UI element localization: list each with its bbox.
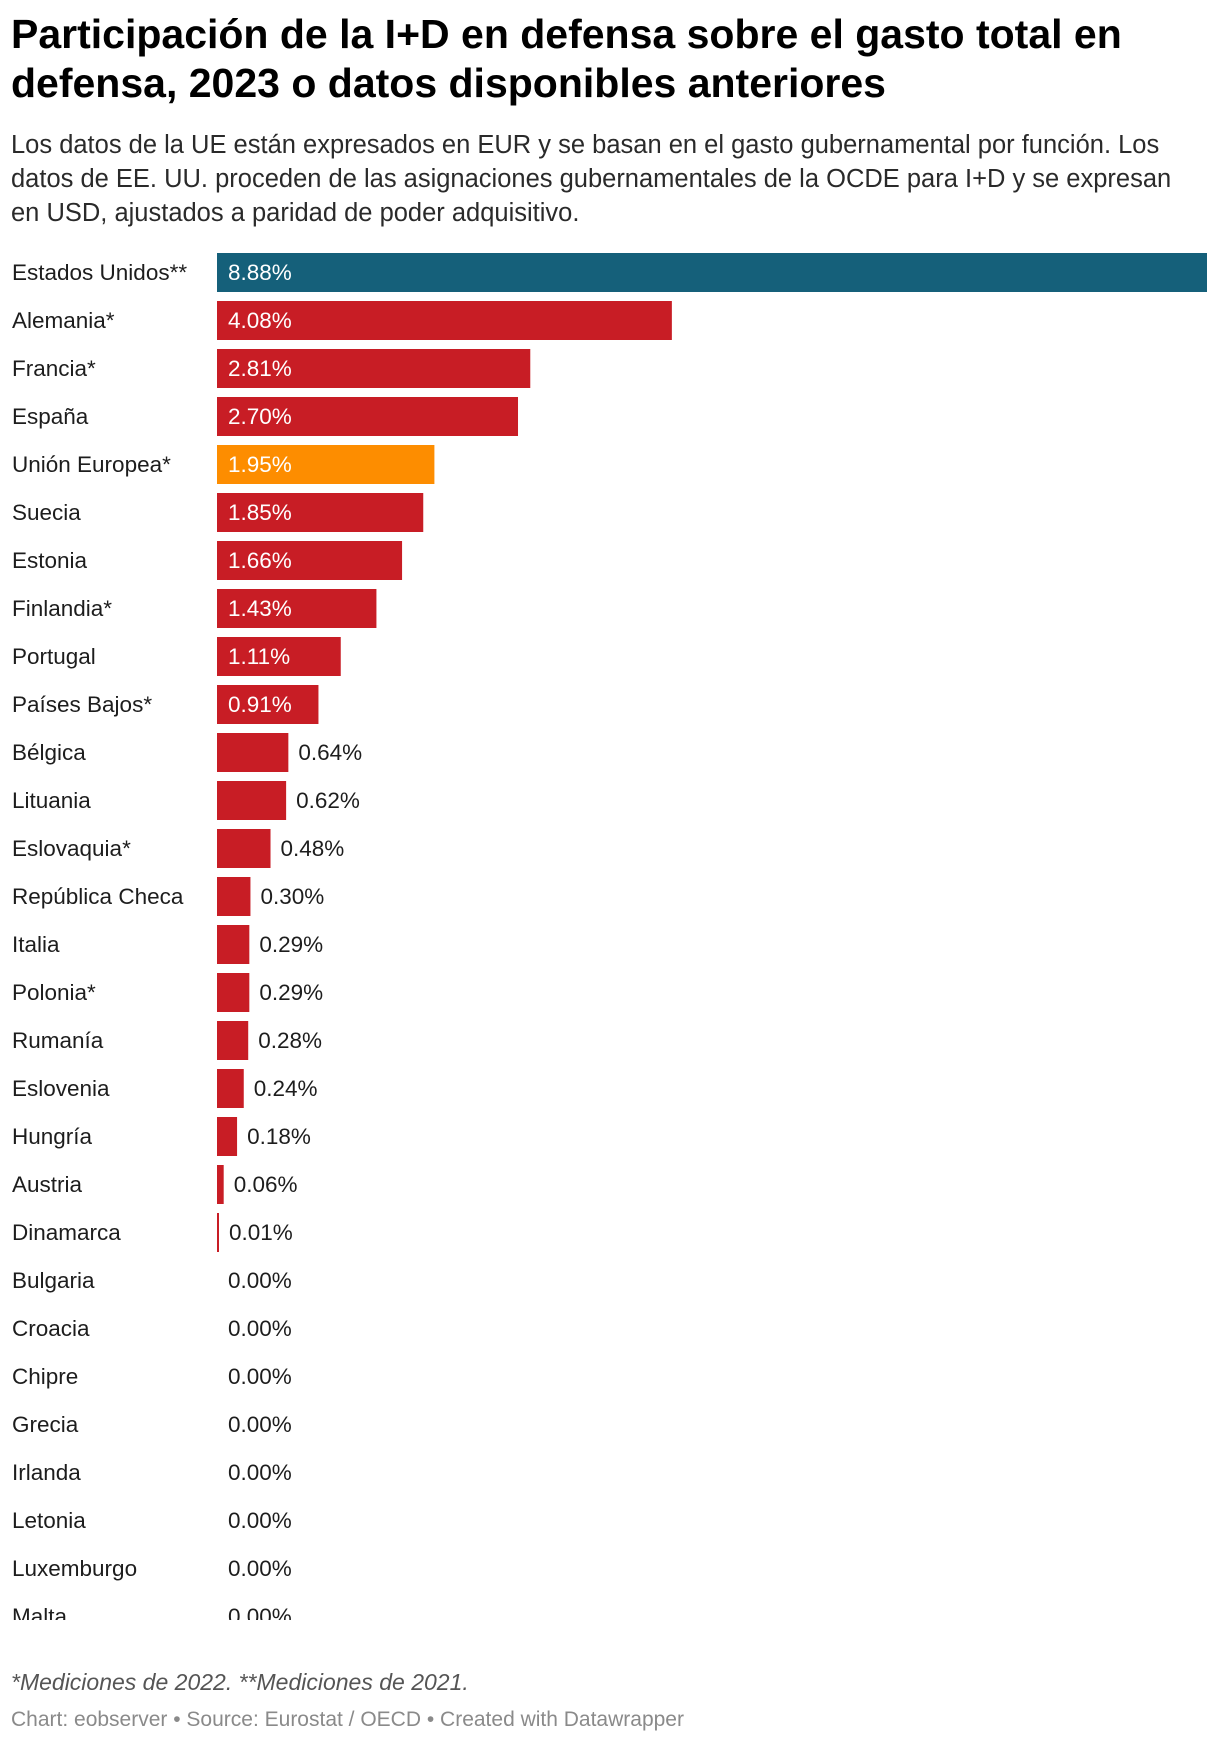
bar (217, 1213, 219, 1252)
category-label: Portugal (12, 644, 96, 669)
category-label: Francia* (12, 356, 96, 381)
value-label: 0.00% (228, 1364, 292, 1389)
bar (217, 637, 341, 676)
bar (217, 733, 289, 772)
category-label: Unión Europea* (12, 452, 171, 477)
category-label: Italia (12, 932, 60, 957)
bar (217, 685, 319, 724)
category-label: Bulgaria (12, 1268, 95, 1293)
value-label: 0.00% (228, 1316, 292, 1341)
chart-notes: *Mediciones de 2022. **Mediciones de 202… (11, 1669, 469, 1695)
category-label: Austria (12, 1172, 83, 1197)
value-label: 0.00% (228, 1604, 292, 1620)
category-label: Bélgica (12, 740, 86, 765)
category-label: Eslovaquia* (12, 836, 131, 861)
value-label: 0.30% (260, 884, 324, 909)
category-label: Eslovenia (12, 1076, 110, 1101)
category-label: Finlandia* (12, 596, 112, 621)
value-label: 0.00% (228, 1268, 292, 1293)
bar (217, 589, 377, 628)
value-label: 0.64% (298, 740, 362, 765)
value-label: 0.24% (254, 1076, 318, 1101)
bar (217, 925, 250, 964)
category-label: Estados Unidos** (12, 260, 187, 285)
bar (217, 541, 403, 580)
bar (217, 445, 435, 484)
value-label: 0.18% (247, 1124, 311, 1149)
value-label: 0.00% (228, 1556, 292, 1581)
value-label: 1.85% (228, 500, 292, 525)
bar (217, 349, 531, 388)
category-label: Países Bajos* (12, 692, 152, 717)
category-label: Irlanda (12, 1460, 81, 1485)
chart-subtitle: Los datos de la UE están expresados en E… (11, 131, 1172, 227)
value-label: 1.95% (228, 452, 292, 477)
category-label: Suecia (12, 500, 81, 525)
category-label: Alemania* (12, 308, 115, 333)
category-label: República Checa (12, 884, 184, 909)
category-label: Rumanía (12, 1028, 104, 1053)
value-label: 0.29% (259, 980, 323, 1005)
bar-chart: Estados Unidos** 8.88% Alemania* 4.08% Franc… (12, 253, 1207, 1620)
bar (217, 973, 250, 1012)
bar (217, 1021, 249, 1060)
chart-source: Chart: eobserver • Source: Eurostat / OE… (11, 1708, 684, 1731)
value-label: 0.91% (228, 692, 292, 717)
value-label: 0.28% (258, 1028, 322, 1053)
value-label: 8.88% (228, 260, 292, 285)
chart-title: Participación de la I+D en defensa sobre… (11, 11, 1122, 106)
bar (217, 781, 287, 820)
category-label: Chipre (12, 1364, 78, 1389)
value-label: 0.01% (229, 1220, 293, 1245)
category-label: Grecia (12, 1412, 79, 1437)
category-label: España (12, 404, 89, 429)
value-label: 4.08% (228, 308, 292, 333)
bar (217, 301, 672, 340)
bar (217, 493, 424, 532)
value-label: 0.00% (228, 1508, 292, 1533)
category-label: Polonia* (12, 980, 96, 1005)
bar (217, 877, 251, 916)
category-label: Lituania (12, 788, 91, 813)
bar (217, 1069, 244, 1108)
value-label: 1.43% (228, 596, 292, 621)
category-label: Luxemburgo (12, 1556, 137, 1581)
bar (217, 397, 519, 436)
value-label: 0.62% (296, 788, 360, 813)
bar (217, 253, 1207, 292)
value-label: 2.81% (228, 356, 292, 381)
category-label: Hungría (12, 1124, 93, 1149)
value-label: 0.48% (281, 836, 345, 861)
value-label: 0.29% (259, 932, 323, 957)
bar (217, 829, 271, 868)
value-label: 0.00% (228, 1412, 292, 1437)
bar (217, 1117, 238, 1156)
value-label: 0.00% (228, 1460, 292, 1485)
category-label: Letonia (12, 1508, 86, 1533)
value-label: 2.70% (228, 404, 292, 429)
category-label: Estonia (12, 548, 88, 573)
value-label: 1.11% (228, 644, 290, 669)
category-label: Malta (12, 1604, 68, 1620)
value-label: 0.06% (234, 1172, 298, 1197)
category-label: Dinamarca (12, 1220, 121, 1245)
value-label: 1.66% (228, 548, 292, 573)
bar (217, 1165, 224, 1204)
category-label: Croacia (12, 1316, 90, 1341)
